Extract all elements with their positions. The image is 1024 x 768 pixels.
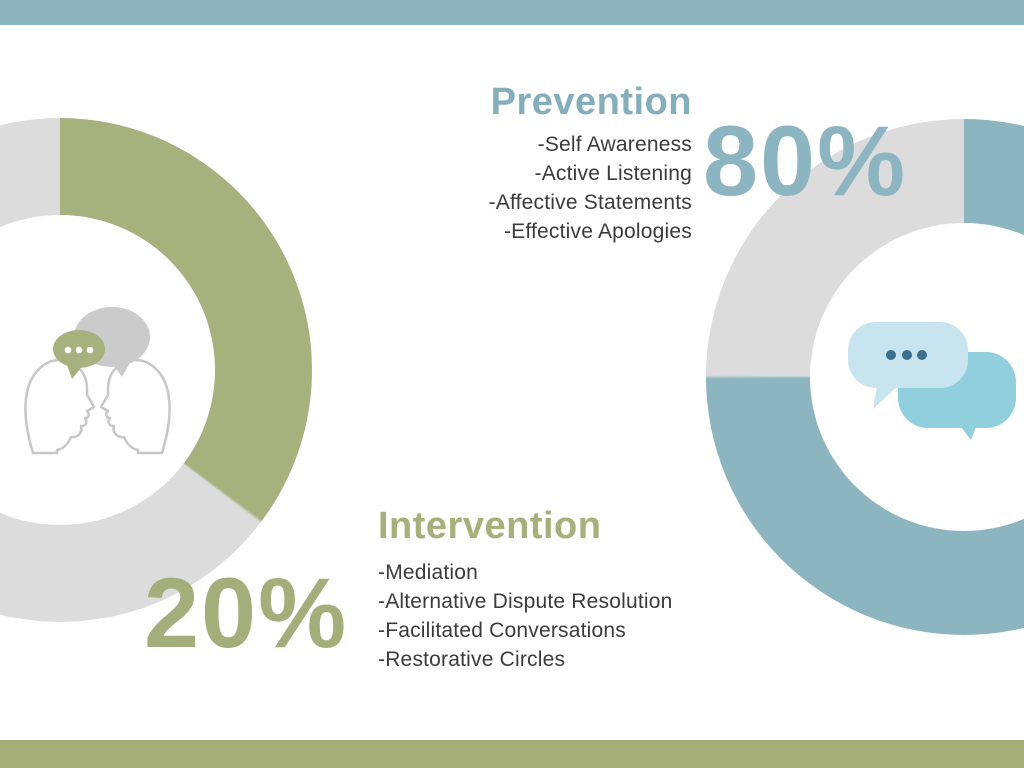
green-speech-bubble [53,330,105,379]
intervention-list: -Mediation -Alternative Dispute Resoluti… [378,558,673,674]
face-profile-right [99,358,171,455]
talking-faces-icon [24,307,171,455]
prevention-title: Prevention [490,81,692,123]
list-item: -Effective Apologies [503,220,692,243]
list-item: -Facilitated Conversations [378,619,626,642]
typing-dots [64,346,94,354]
intervention-percent-label: 20% [144,557,349,668]
prevention-list: -Self Awareness -Active Listening -Affec… [489,130,692,246]
bottom-accent-bar [0,740,1024,768]
chat-bubbles-icon [848,322,1016,440]
prevention-text-block: Prevention -Self Awareness -Active Liste… [489,79,692,246]
typing-dots [886,350,927,360]
list-item: -Restorative Circles [378,648,566,671]
list-item: -Mediation [378,561,479,584]
top-accent-bar [0,0,1024,25]
face-profile-left [24,358,96,455]
intervention-text-block: Intervention -Mediation -Alternative Dis… [378,503,673,674]
intervention-title: Intervention [378,505,602,547]
prevention-percent-label: 80% [703,105,908,216]
list-item: -Affective Statements [488,191,692,214]
list-item: -Alternative Dispute Resolution [378,590,673,613]
list-item: -Active Listening [534,162,692,185]
list-item: -Self Awareness [537,133,692,156]
